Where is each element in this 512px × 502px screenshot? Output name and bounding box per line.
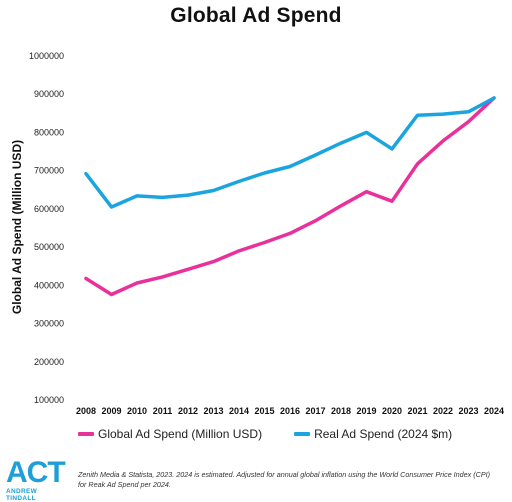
- x-tick-label: 2016: [280, 406, 300, 416]
- logo-text: ACT: [6, 456, 66, 489]
- x-tick-label: 2015: [254, 406, 274, 416]
- x-axis-ticks: 2008 2009 2010 2011 2012 2013 2014 2015 2016 2017…: [76, 406, 504, 416]
- y-tick-label: 300000: [34, 319, 64, 329]
- legend-swatch-real-ad-spend: [294, 432, 311, 436]
- x-tick-label: 2019: [356, 406, 376, 416]
- y-tick-label: 400000: [34, 280, 64, 290]
- x-tick-label: 2017: [305, 406, 325, 416]
- act-logo: ACT ANDREW TINDALL: [6, 456, 68, 502]
- y-axis-label: Global Ad Spend (Million USD): [10, 140, 24, 314]
- x-tick-label: 2023: [458, 406, 478, 416]
- x-tick-label: 2011: [153, 406, 173, 416]
- chart-title: Global Ad Spend: [170, 4, 342, 27]
- x-tick-label: 2021: [407, 406, 427, 416]
- x-tick-label: 2008: [76, 406, 96, 416]
- x-tick-label: 2018: [331, 406, 351, 416]
- x-tick-label: 2014: [229, 406, 249, 416]
- x-tick-label: 2010: [127, 406, 147, 416]
- logo-subtext: ANDREW TINDALL: [6, 488, 38, 502]
- legend-label-global-ad-spend: Global Ad Spend (Million USD): [98, 427, 263, 441]
- legend-item-global-ad-spend: Global Ad Spend (Million USD): [78, 427, 262, 441]
- legend-item-real-ad-spend: Real Ad Spend (2024 $m): [294, 427, 452, 441]
- x-tick-label: 2024: [484, 406, 504, 416]
- x-tick-label: 2020: [382, 406, 402, 416]
- source-note: Zenith Media & Statista, 2023. 2024 is e…: [78, 470, 491, 489]
- legend-swatch-global-ad-spend: [78, 432, 94, 436]
- x-tick-label: 2013: [203, 406, 223, 416]
- series-line-global-ad-spend: [84, 96, 496, 297]
- x-tick-label: 2022: [433, 406, 453, 416]
- line-chart: 100000 200000 300000 400000 500000 600000 7000…: [10, 51, 504, 416]
- y-tick-label: 600000: [34, 204, 64, 214]
- chart-legend: Global Ad Spend (Million USD) Real Ad Sp…: [78, 427, 452, 441]
- x-tick-label: 2012: [178, 406, 198, 416]
- y-axis-ticks: 100000 200000 300000 400000 500000 600000 7000…: [29, 51, 64, 405]
- series-line-real-ad-spend: [84, 96, 496, 209]
- y-tick-label: 800000: [34, 127, 64, 137]
- y-tick-label: 100000: [34, 395, 64, 405]
- series-lines: [84, 96, 496, 297]
- y-tick-label: 700000: [34, 166, 64, 176]
- y-tick-label: 900000: [34, 89, 64, 99]
- x-tick-label: 2009: [101, 406, 121, 416]
- y-tick-label: 1000000: [29, 51, 64, 61]
- y-tick-label: 500000: [34, 242, 64, 252]
- legend-label-real-ad-spend: Real Ad Spend (2024 $m): [314, 427, 453, 441]
- y-tick-label: 200000: [34, 357, 64, 367]
